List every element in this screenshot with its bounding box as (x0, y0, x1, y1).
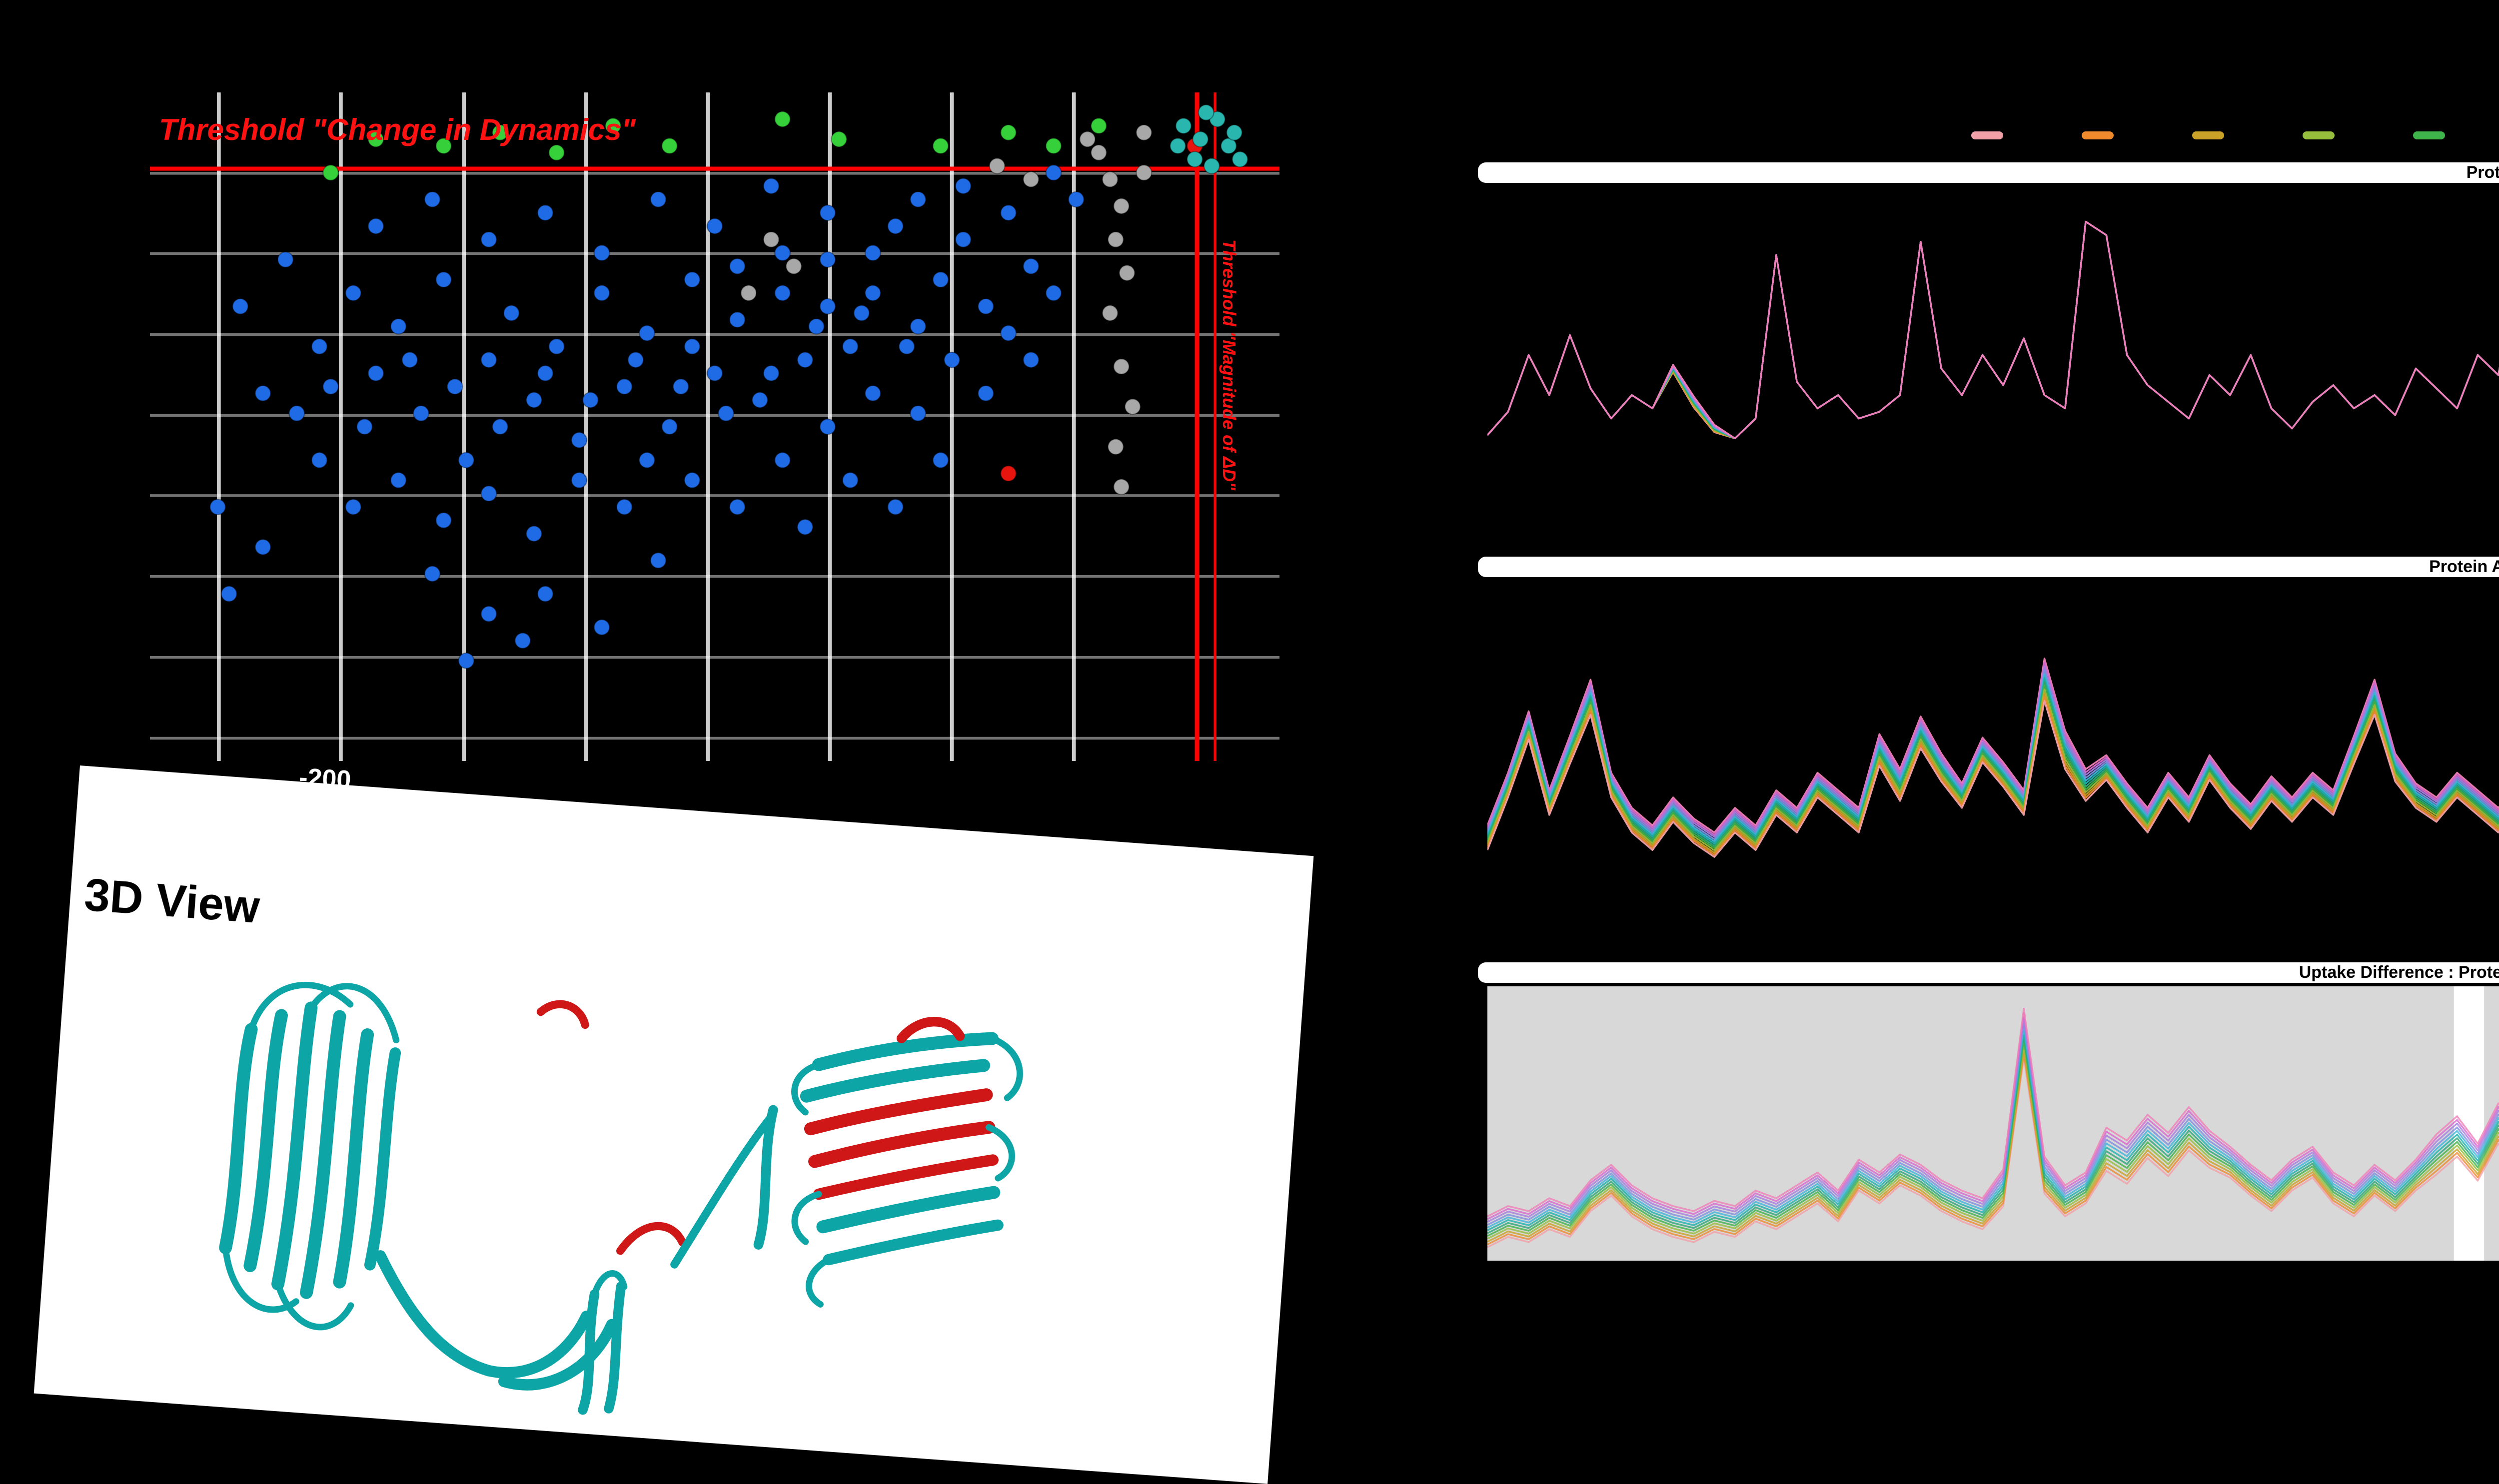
3d-view-title: 3D View (82, 869, 262, 933)
volcano-plot-panel: Threshold "Change in Dynamics" Threshold… (150, 92, 1279, 761)
legend-swatch[interactable] (2192, 131, 2224, 139)
chart-protein-a-ligand[interactable] (1487, 581, 2499, 954)
threshold-dynamics-label: Threshold "Change in Dynamics" (159, 113, 636, 146)
panel-title-uptake-difference: Uptake Difference : Protein A - (Protein… (1478, 962, 2499, 983)
legend-swatch[interactable] (2303, 131, 2335, 139)
panel-title-protein-a: Protein A (1478, 162, 2499, 183)
legend-swatch[interactable] (2413, 131, 2445, 139)
legend-swatch[interactable] (2082, 131, 2114, 139)
volcano-plot[interactable] (150, 92, 1279, 761)
protein-structure[interactable] (179, 925, 1051, 1456)
legend-swatch[interactable] (1971, 131, 2003, 139)
panel-title-protein-a-ligand: Protein A + Ligand (1478, 557, 2499, 577)
threshold-magnitude-label: Threshold "Magnitude of ΔD" (1219, 239, 1240, 491)
series-legend (1971, 131, 2499, 139)
chart-protein-a[interactable] (1487, 184, 2499, 539)
3d-view-panel: 3D View (33, 765, 1314, 1484)
chart-uptake-difference[interactable] (1487, 986, 2499, 1261)
